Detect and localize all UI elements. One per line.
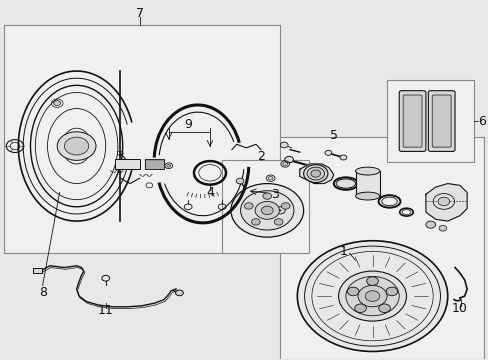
Circle shape <box>378 304 389 312</box>
Bar <box>355 171 379 196</box>
FancyBboxPatch shape <box>427 91 454 152</box>
Circle shape <box>425 221 435 228</box>
Circle shape <box>339 155 346 160</box>
Bar <box>115 158 140 169</box>
Circle shape <box>297 241 447 351</box>
Text: 3: 3 <box>271 188 279 201</box>
Circle shape <box>251 219 260 225</box>
Circle shape <box>346 287 358 296</box>
Circle shape <box>303 165 327 183</box>
Text: 4: 4 <box>205 186 214 199</box>
Circle shape <box>281 203 289 209</box>
Ellipse shape <box>333 177 357 190</box>
Circle shape <box>345 276 398 316</box>
Circle shape <box>284 157 293 163</box>
Circle shape <box>57 132 96 160</box>
Circle shape <box>230 184 303 237</box>
FancyBboxPatch shape <box>398 91 425 152</box>
Text: 1: 1 <box>339 245 346 258</box>
Circle shape <box>365 291 379 301</box>
Text: 7: 7 <box>135 8 143 21</box>
Circle shape <box>338 271 406 321</box>
Text: 2: 2 <box>257 150 264 163</box>
Circle shape <box>175 290 183 296</box>
Circle shape <box>244 203 253 209</box>
Circle shape <box>274 219 283 225</box>
Bar <box>4 24 280 253</box>
Text: 10: 10 <box>451 302 467 315</box>
Ellipse shape <box>355 167 379 175</box>
Circle shape <box>255 202 279 219</box>
Ellipse shape <box>355 192 379 200</box>
FancyBboxPatch shape <box>402 95 421 147</box>
Bar <box>33 268 41 273</box>
Circle shape <box>280 142 287 148</box>
Circle shape <box>304 246 440 346</box>
FancyBboxPatch shape <box>431 95 450 147</box>
Text: 9: 9 <box>184 118 192 131</box>
Text: 8: 8 <box>39 286 46 299</box>
Bar <box>386 80 473 162</box>
Circle shape <box>386 287 397 296</box>
Circle shape <box>263 193 271 199</box>
Bar <box>280 137 483 359</box>
Circle shape <box>282 162 287 166</box>
Polygon shape <box>425 184 466 221</box>
Circle shape <box>366 277 378 285</box>
Bar <box>144 159 163 168</box>
Circle shape <box>438 225 446 231</box>
Circle shape <box>310 170 320 177</box>
Circle shape <box>261 206 272 215</box>
Circle shape <box>437 197 449 206</box>
Circle shape <box>268 176 272 180</box>
Circle shape <box>325 150 331 156</box>
Circle shape <box>54 101 61 106</box>
Bar <box>222 160 309 253</box>
Text: 11: 11 <box>98 304 113 317</box>
Text: 5: 5 <box>329 129 337 142</box>
Circle shape <box>64 137 88 155</box>
Circle shape <box>306 167 324 180</box>
Polygon shape <box>299 164 333 184</box>
Circle shape <box>354 304 366 312</box>
Circle shape <box>166 164 170 167</box>
Circle shape <box>236 178 244 184</box>
Text: 6: 6 <box>477 114 485 127</box>
Circle shape <box>357 285 386 307</box>
Circle shape <box>240 191 293 230</box>
